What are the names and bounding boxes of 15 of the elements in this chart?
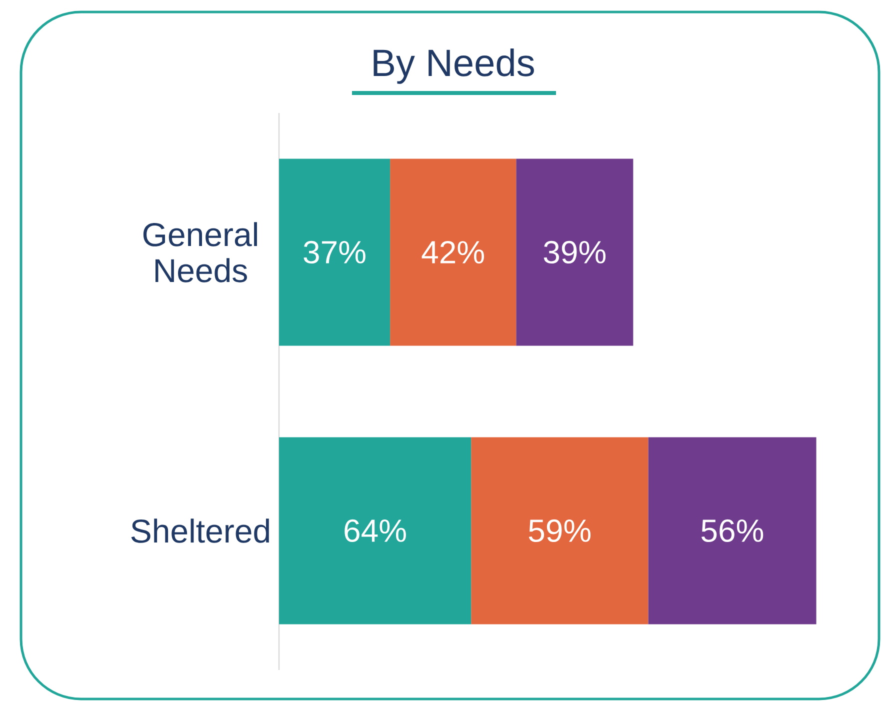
bar bbox=[390, 158, 516, 346]
bar bbox=[516, 158, 634, 346]
data-label: 59% bbox=[528, 519, 591, 542]
data-label: 42% bbox=[422, 240, 484, 264]
bar bbox=[471, 437, 648, 624]
y-tick-label: General Needs bbox=[143, 222, 257, 282]
bar bbox=[648, 437, 816, 624]
data-label: 37% bbox=[304, 240, 366, 264]
y-tick-label: Sheltered bbox=[131, 518, 269, 543]
data-label: 39% bbox=[544, 240, 606, 264]
bar bbox=[279, 158, 390, 346]
bar bbox=[279, 437, 472, 624]
chart-title: By Needs bbox=[374, 48, 534, 84]
data-label: 64% bbox=[344, 519, 406, 542]
data-label: 56% bbox=[702, 519, 764, 542]
